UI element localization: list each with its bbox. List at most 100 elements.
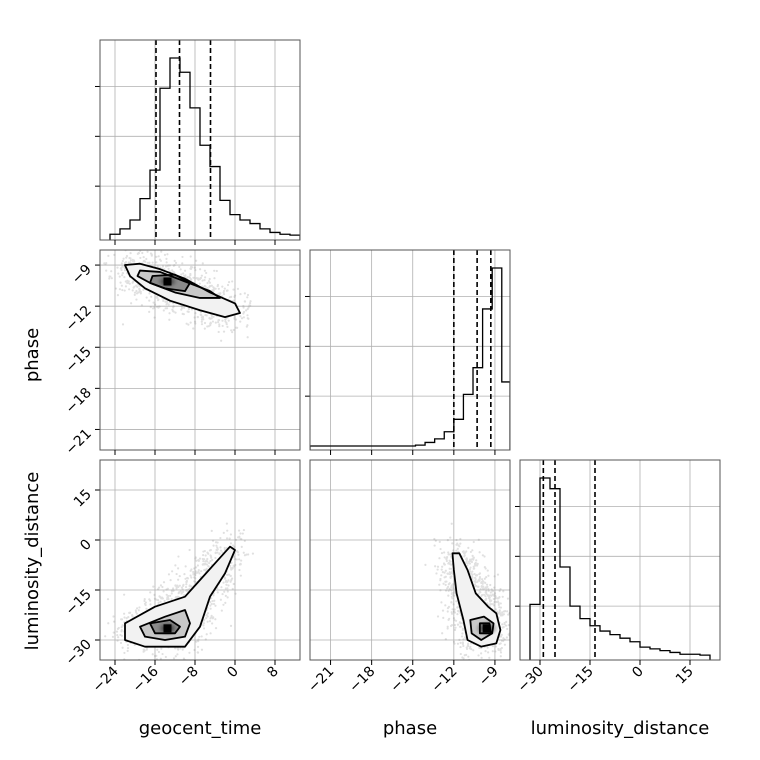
sample-point — [472, 558, 475, 561]
sample-point — [475, 574, 478, 577]
sample-point — [126, 649, 129, 652]
sample-point — [229, 566, 233, 570]
sample-point — [478, 578, 481, 581]
sample-point — [155, 255, 158, 258]
sample-point — [215, 548, 218, 552]
sample-point — [210, 602, 213, 606]
sample-point — [112, 620, 116, 623]
sample-point — [185, 589, 188, 593]
sample-point — [239, 563, 242, 566]
sample-point — [137, 252, 141, 255]
sample-point — [203, 327, 206, 330]
sample-point — [444, 575, 447, 578]
sample-point — [461, 550, 464, 553]
sample-point — [104, 635, 107, 638]
sample-point — [243, 539, 246, 543]
contour-level-0 — [451, 552, 502, 648]
sample-point — [447, 551, 450, 554]
x-tick-label: −16 — [130, 663, 162, 695]
sample-point — [450, 591, 454, 595]
sample-point — [126, 646, 130, 650]
sample-point — [455, 538, 458, 542]
sample-point — [197, 559, 200, 562]
sample-point — [171, 308, 174, 311]
sample-point — [211, 320, 215, 323]
sample-point — [175, 572, 178, 576]
sample-point — [157, 601, 160, 604]
sample-point — [166, 596, 170, 599]
sample-point — [475, 584, 478, 588]
sample-point — [153, 654, 157, 658]
sample-point — [456, 623, 460, 626]
sample-point — [442, 582, 445, 585]
sample-point — [472, 556, 475, 560]
sample-point — [456, 609, 460, 613]
sample-point — [143, 598, 146, 601]
sample-point — [493, 586, 496, 589]
sample-point — [120, 262, 123, 265]
sample-point — [145, 257, 148, 261]
sample-point — [149, 603, 152, 606]
sample-point — [152, 585, 155, 588]
sample-point — [189, 265, 193, 269]
sample-point — [209, 322, 212, 325]
sample-point — [469, 566, 472, 569]
sample-point — [470, 560, 474, 564]
sample-point — [474, 584, 477, 587]
sample-point — [458, 610, 461, 613]
sample-point — [125, 254, 129, 258]
sample-point — [210, 284, 213, 287]
sample-point — [138, 606, 141, 609]
sample-point — [499, 614, 503, 617]
sample-point — [190, 266, 194, 269]
sample-point — [136, 285, 139, 288]
sample-point — [443, 563, 446, 566]
sample-point — [236, 550, 239, 553]
sample-point — [217, 321, 220, 324]
panel-geocent_time-phase: −21 −18 −15 −12 −9 — [63, 249, 301, 458]
y-tick-label: −30 — [63, 637, 95, 669]
sample-point — [216, 541, 219, 544]
sample-point — [501, 614, 504, 617]
sample-point — [213, 269, 216, 272]
sample-point — [485, 597, 488, 600]
sample-point — [486, 569, 489, 572]
sample-point — [202, 550, 205, 553]
sample-point — [193, 320, 197, 323]
sample-point — [468, 559, 472, 563]
sample-point — [453, 619, 456, 622]
sample-point — [491, 650, 494, 653]
sample-point — [203, 549, 206, 553]
sample-point — [120, 267, 123, 270]
sample-point — [479, 591, 482, 594]
sample-point — [476, 564, 479, 567]
sample-point — [474, 577, 477, 580]
sample-point — [160, 597, 163, 600]
sample-point — [142, 260, 145, 263]
sample-point — [461, 622, 464, 625]
sample-point — [142, 650, 145, 653]
sample-point — [462, 552, 466, 555]
sample-point — [471, 549, 474, 552]
sample-point — [447, 561, 450, 565]
sample-point — [214, 618, 217, 621]
sample-point — [127, 261, 130, 264]
sample-point — [216, 548, 219, 551]
sample-point — [449, 572, 452, 575]
sample-point — [212, 288, 215, 292]
sample-point — [158, 595, 161, 598]
density-peak-core — [163, 624, 172, 633]
sample-point — [176, 596, 179, 599]
sample-point — [224, 320, 227, 323]
sample-point — [443, 563, 446, 566]
sample-point — [184, 577, 187, 580]
sample-point — [167, 573, 171, 576]
y-tick-label: −15 — [63, 587, 95, 619]
sample-point — [165, 593, 168, 596]
sample-point — [186, 276, 189, 279]
sample-point — [493, 575, 496, 578]
sample-point — [184, 274, 187, 277]
sample-point — [505, 636, 508, 639]
sample-point — [463, 554, 466, 557]
sample-point — [491, 593, 494, 596]
